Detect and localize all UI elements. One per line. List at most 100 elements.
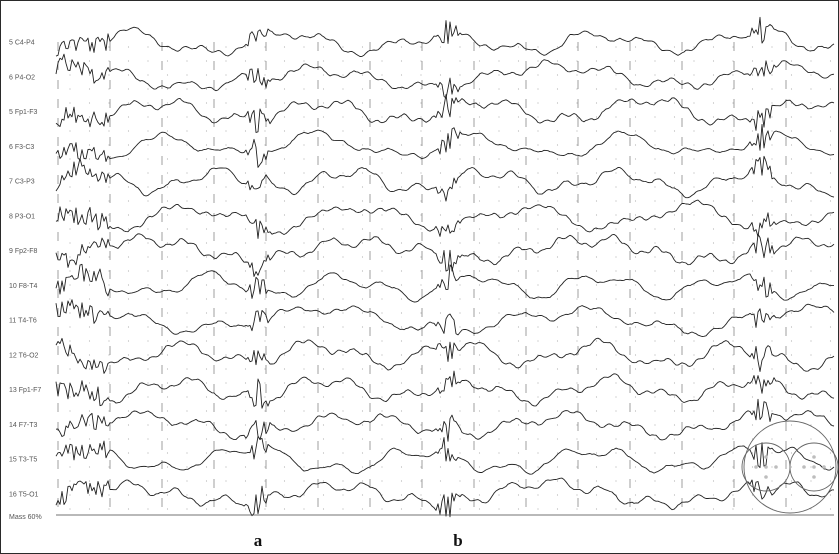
grid-dot	[654, 424, 656, 426]
grid-dot	[556, 382, 559, 384]
grid-dot	[654, 466, 656, 468]
grid-dot	[303, 452, 305, 454]
grid-dot	[771, 200, 773, 202]
grid-dot	[244, 284, 247, 286]
grid-dot	[342, 452, 344, 454]
grid-dot	[478, 354, 481, 356]
grid-dot	[205, 144, 208, 146]
grid-dot	[595, 354, 598, 356]
grid-dot	[615, 214, 617, 216]
grid-dot	[790, 438, 793, 440]
grid-dot	[225, 312, 227, 314]
grid-dot	[810, 200, 812, 202]
grid-dot	[420, 144, 422, 146]
grid-dot	[810, 228, 812, 230]
grid-dot	[400, 186, 403, 188]
grid-dot	[615, 172, 617, 174]
grid-dot	[186, 382, 188, 384]
grid-dot	[225, 368, 227, 370]
grid-dot	[400, 340, 403, 342]
grid-dot	[732, 410, 734, 412]
grid-dot	[420, 382, 422, 384]
grid-dot	[790, 466, 793, 468]
grid-dot	[556, 172, 559, 174]
grid-dot	[69, 158, 71, 160]
grid-dot	[771, 284, 773, 286]
grid-dot	[205, 368, 208, 370]
grid-dot	[829, 340, 832, 342]
grid-dot	[439, 144, 442, 146]
grid-dot	[283, 242, 286, 244]
grid-dot	[498, 480, 500, 482]
grid-dot	[205, 172, 208, 174]
grid-dot	[205, 46, 208, 48]
grid-dot	[69, 340, 71, 342]
grid-dot	[693, 46, 695, 48]
grid-dot	[498, 284, 500, 286]
grid-dot	[400, 424, 403, 426]
grid-dot	[147, 508, 149, 510]
grid-dot	[459, 158, 461, 160]
grid-dot	[205, 508, 208, 510]
grid-dot	[225, 214, 227, 216]
grid-dot	[420, 466, 422, 468]
grid-dot	[517, 326, 520, 328]
grid-dot	[322, 102, 325, 104]
grid-dot	[264, 340, 266, 342]
grid-dot	[400, 480, 403, 482]
grid-dot	[459, 312, 461, 314]
grid-dot	[771, 214, 773, 216]
grid-dot	[810, 480, 812, 482]
grid-dot	[420, 270, 422, 272]
grid-dot	[381, 326, 383, 328]
grid-dot	[283, 74, 286, 76]
grid-dot	[322, 354, 325, 356]
grid-dot	[673, 102, 676, 104]
grid-dot	[244, 102, 247, 104]
grid-dot	[342, 214, 344, 216]
channel-label: 6 F3-C3	[9, 144, 34, 151]
grid-dot	[283, 410, 286, 412]
grid-dot	[615, 200, 617, 202]
grid-dot	[693, 158, 695, 160]
grid-dot	[478, 130, 481, 132]
grid-dot	[186, 214, 188, 216]
grid-dot	[459, 508, 461, 510]
grid-dot	[186, 186, 188, 188]
grid-dot	[303, 382, 305, 384]
grid-dot	[556, 46, 559, 48]
grid-dot	[322, 158, 325, 160]
grid-dot	[693, 354, 695, 356]
grid-dot	[517, 102, 520, 104]
grid-dot	[147, 228, 149, 230]
grid-dot	[303, 326, 305, 328]
grid-dot	[615, 312, 617, 314]
grid-dot	[615, 438, 617, 440]
grid-dot	[439, 130, 442, 132]
grid-dot	[342, 298, 344, 300]
grid-dot	[147, 480, 149, 482]
grid-dot	[322, 326, 325, 328]
grid-dot	[576, 298, 578, 300]
grid-dot	[88, 312, 91, 314]
grid-dot	[361, 284, 364, 286]
electrode-dot	[754, 465, 758, 469]
channel-label: 12 T6-O2	[9, 352, 39, 359]
grid-dot	[186, 354, 188, 356]
electrode-dot	[764, 465, 768, 469]
grid-dot	[556, 200, 559, 202]
grid-dot	[205, 326, 208, 328]
grid-dot	[400, 270, 403, 272]
grid-dot	[693, 424, 695, 426]
grid-dot	[322, 298, 325, 300]
grid-dot	[400, 410, 403, 412]
grid-dot	[108, 368, 110, 370]
grid-dot	[322, 214, 325, 216]
grid-dot	[342, 396, 344, 398]
grid-dot	[478, 480, 481, 482]
grid-dot	[615, 88, 617, 90]
grid-dot	[498, 452, 500, 454]
grid-dot	[576, 424, 578, 426]
grid-dot	[654, 228, 656, 230]
grid-dot	[381, 130, 383, 132]
